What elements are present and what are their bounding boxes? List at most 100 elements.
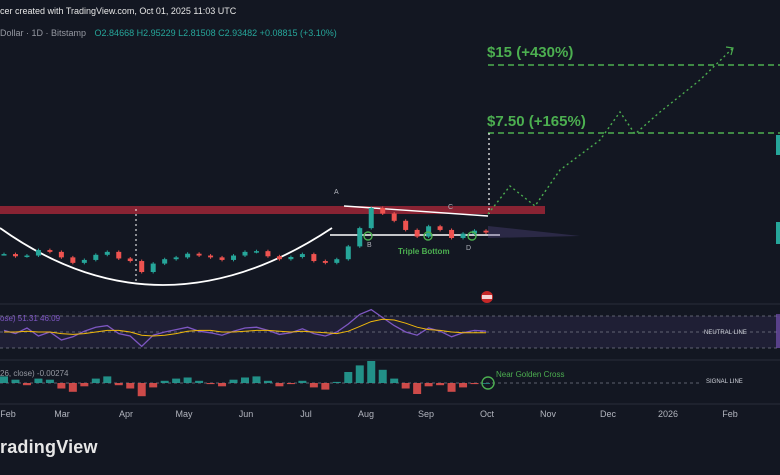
macd-histogram-bar: [470, 383, 479, 385]
macd-histogram-bar: [195, 380, 204, 383]
golden-cross-marker: [481, 376, 495, 390]
macd-histogram-bar: [252, 376, 261, 383]
price-candle: [116, 251, 122, 259]
price-candle: [208, 255, 214, 258]
macd-histogram-bar: [298, 380, 307, 383]
price-candle: [1, 254, 7, 256]
symbol-name[interactable]: Dollar · 1D · Bitstamp: [0, 28, 87, 38]
price-candle: [231, 255, 237, 260]
price-candle: [58, 251, 64, 258]
pattern-label-b: B: [367, 242, 372, 249]
tradingview-brand: radingView: [0, 437, 98, 457]
macd-histogram-bar: [436, 383, 445, 386]
x-axis-tick-label: Aug: [358, 409, 374, 419]
macd-histogram-bar: [459, 383, 468, 388]
price-candle: [35, 250, 41, 256]
x-axis-tick-label: 2026: [658, 409, 678, 419]
x-axis-tick-label: Feb: [722, 409, 738, 419]
projection-path: [487, 47, 734, 215]
macd-histogram-bar: [34, 378, 43, 383]
macd-histogram-bar: [103, 376, 112, 383]
price-candle: [460, 233, 466, 238]
projection-arrowhead: [725, 46, 734, 56]
macd-histogram-bar: [206, 383, 215, 385]
macd-histogram-bar: [355, 365, 364, 383]
macd-histogram-bar: [80, 383, 89, 387]
target-15-label: $15 (+430%): [487, 44, 574, 61]
price-candle: [219, 257, 225, 260]
price-candle: [483, 230, 489, 233]
price-candle: [357, 228, 363, 247]
x-axis-tick-label: Nov: [540, 409, 557, 419]
price-candle: [414, 229, 420, 237]
price-candle: [127, 258, 133, 262]
triple-bottom-label: Triple Bottom: [398, 247, 450, 256]
macd-histogram-bar: [321, 383, 330, 390]
macd-histogram-bar: [172, 378, 181, 383]
price-candle: [288, 257, 294, 260]
x-axis-tick-label: Mar: [54, 409, 70, 419]
macd-histogram-bar: [390, 378, 399, 383]
price-candle: [139, 261, 145, 272]
macd-histogram-bar: [137, 383, 146, 397]
price-candle: [265, 251, 271, 257]
macd-histogram-bar: [378, 369, 387, 383]
macd-histogram-bar: [263, 380, 272, 383]
target-7-50-label: $7.50 (+165%): [487, 113, 586, 130]
x-axis-tick-label: May: [175, 409, 193, 419]
price-candle: [70, 257, 76, 263]
price-candle: [380, 208, 386, 214]
signal-line-label: SIGNAL LINE: [706, 379, 743, 385]
pennant-upper-line: [343, 205, 489, 217]
macd-histogram-bar: [413, 383, 422, 394]
x-axis-tick-label: Dec: [600, 409, 617, 419]
x-axis-tick-label: Sep: [418, 409, 434, 419]
x-axis-tick-label: Jun: [239, 409, 254, 419]
price-candle: [368, 208, 374, 229]
price-candle: [253, 251, 259, 253]
macd-histogram-bar: [286, 383, 295, 385]
price-candle: [322, 261, 328, 263]
triple-bottom-marker: [467, 231, 477, 241]
price-candle: [311, 254, 317, 262]
price-candle: [47, 250, 53, 252]
macd-histogram-bar: [22, 383, 31, 386]
macd-histogram-bar: [0, 376, 8, 383]
macd-histogram-bar: [332, 381, 341, 383]
macd-histogram-bar: [424, 383, 433, 387]
macd-histogram-bar: [241, 377, 249, 383]
us-flag-icon: [482, 295, 492, 299]
price-candle: [276, 256, 282, 260]
price-candle: [173, 257, 179, 260]
macd-histogram-bar: [344, 372, 353, 383]
macd-histogram-bar: [229, 379, 238, 383]
macd-histogram-bar: [401, 383, 410, 389]
x-axis-tick-label: Oct: [480, 409, 495, 419]
pattern-label-c: C: [448, 204, 454, 211]
neutral-line-label: NEUTRAL LINE: [704, 330, 747, 336]
macd-histogram-bar: [91, 378, 100, 383]
price-candle: [162, 259, 168, 264]
macd-histogram-bar: [218, 383, 227, 387]
macd-histogram-bar: [11, 379, 20, 383]
macd-histogram-bar: [149, 383, 158, 388]
price-candle: [449, 229, 455, 238]
footer: [0, 424, 780, 470]
macd-histogram-bar: [57, 383, 66, 389]
x-axis-tick-label: Apr: [119, 409, 133, 419]
x-axis-tick-label: Jul: [300, 409, 312, 419]
price-scale-marker: [776, 222, 780, 244]
pennant-extension: [488, 226, 580, 238]
golden-cross-annotation: Near Golden Cross: [496, 370, 565, 379]
rsi-scale-marker: [776, 314, 780, 348]
chart-credit: cer created with TradingView.com, Oct 01…: [0, 6, 237, 16]
macd-histogram-bar: [114, 383, 123, 386]
rsi-ma-line: [4, 318, 486, 337]
macd-histogram-bar: [183, 377, 192, 383]
price-candle: [104, 251, 110, 255]
price-candle: [185, 253, 191, 258]
macd-histogram-bar: [275, 383, 284, 387]
x-axis-tick-label: Feb: [0, 409, 16, 419]
